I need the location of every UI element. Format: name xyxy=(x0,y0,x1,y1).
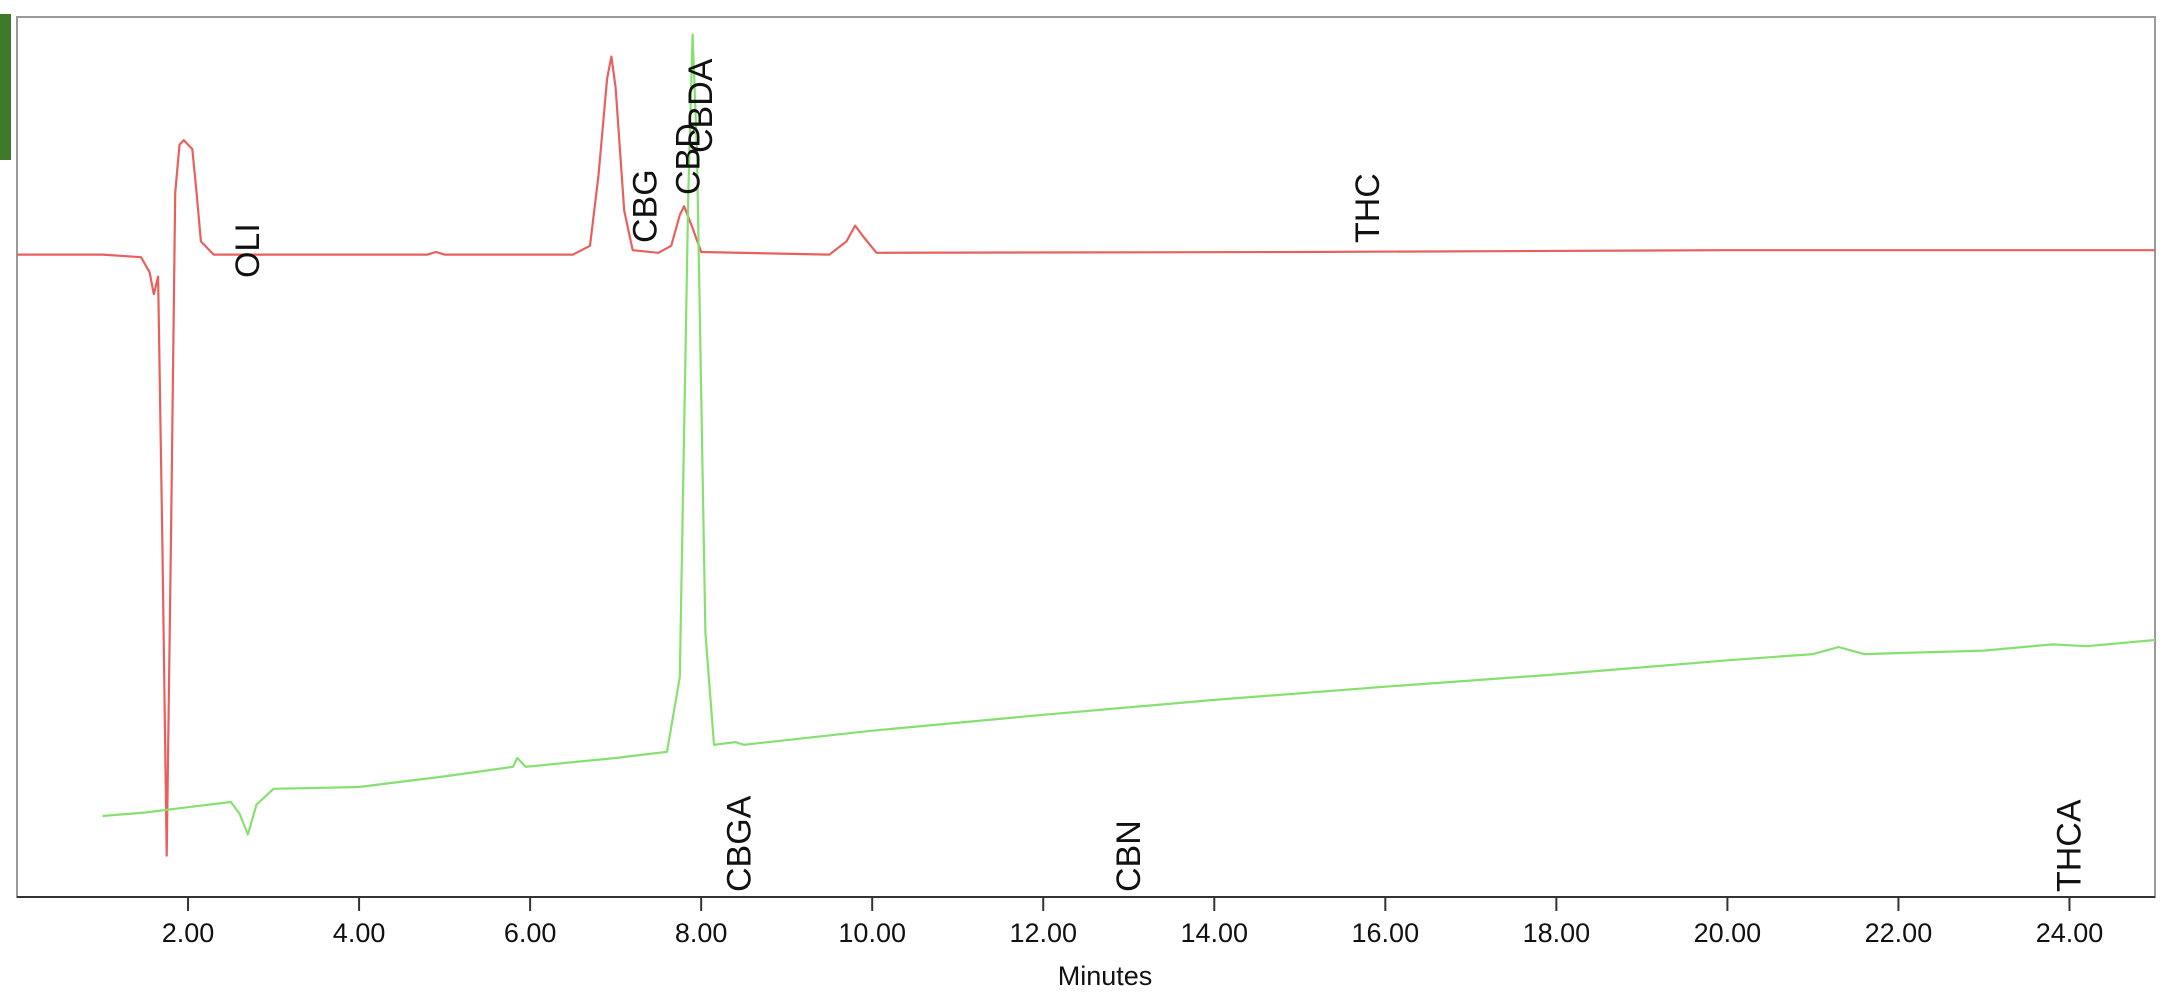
peak-label: CBGA xyxy=(721,795,759,892)
peak-label: THCA xyxy=(2050,799,2088,892)
x-tick-label: 18.00 xyxy=(1523,918,1591,948)
peak-label: OLI xyxy=(229,223,267,278)
x-tick-label: 2.00 xyxy=(162,918,215,948)
peak-label: CBG xyxy=(627,169,665,243)
x-tick-label: 12.00 xyxy=(1009,918,1077,948)
x-tick-label: 16.00 xyxy=(1352,918,1420,948)
side-tab xyxy=(0,14,11,160)
x-tick-label: 20.00 xyxy=(1694,918,1762,948)
x-tick-label: 4.00 xyxy=(333,918,386,948)
x-axis-label: Minutes xyxy=(1058,961,1153,991)
trace xyxy=(17,55,2155,857)
peak-label: CBN xyxy=(1110,820,1148,892)
peak-label: CBDA xyxy=(682,58,720,153)
x-tick-label: 10.00 xyxy=(838,918,906,948)
trace xyxy=(102,33,2156,836)
x-tick-label: 22.00 xyxy=(1865,918,1933,948)
x-tick-label: 14.00 xyxy=(1180,918,1248,948)
peak-label: CBD xyxy=(669,123,707,195)
x-tick-label: 8.00 xyxy=(675,918,728,948)
peak-label: THC xyxy=(1349,173,1387,243)
x-tick-label: 24.00 xyxy=(2036,918,2104,948)
x-tick-label: 6.00 xyxy=(504,918,557,948)
